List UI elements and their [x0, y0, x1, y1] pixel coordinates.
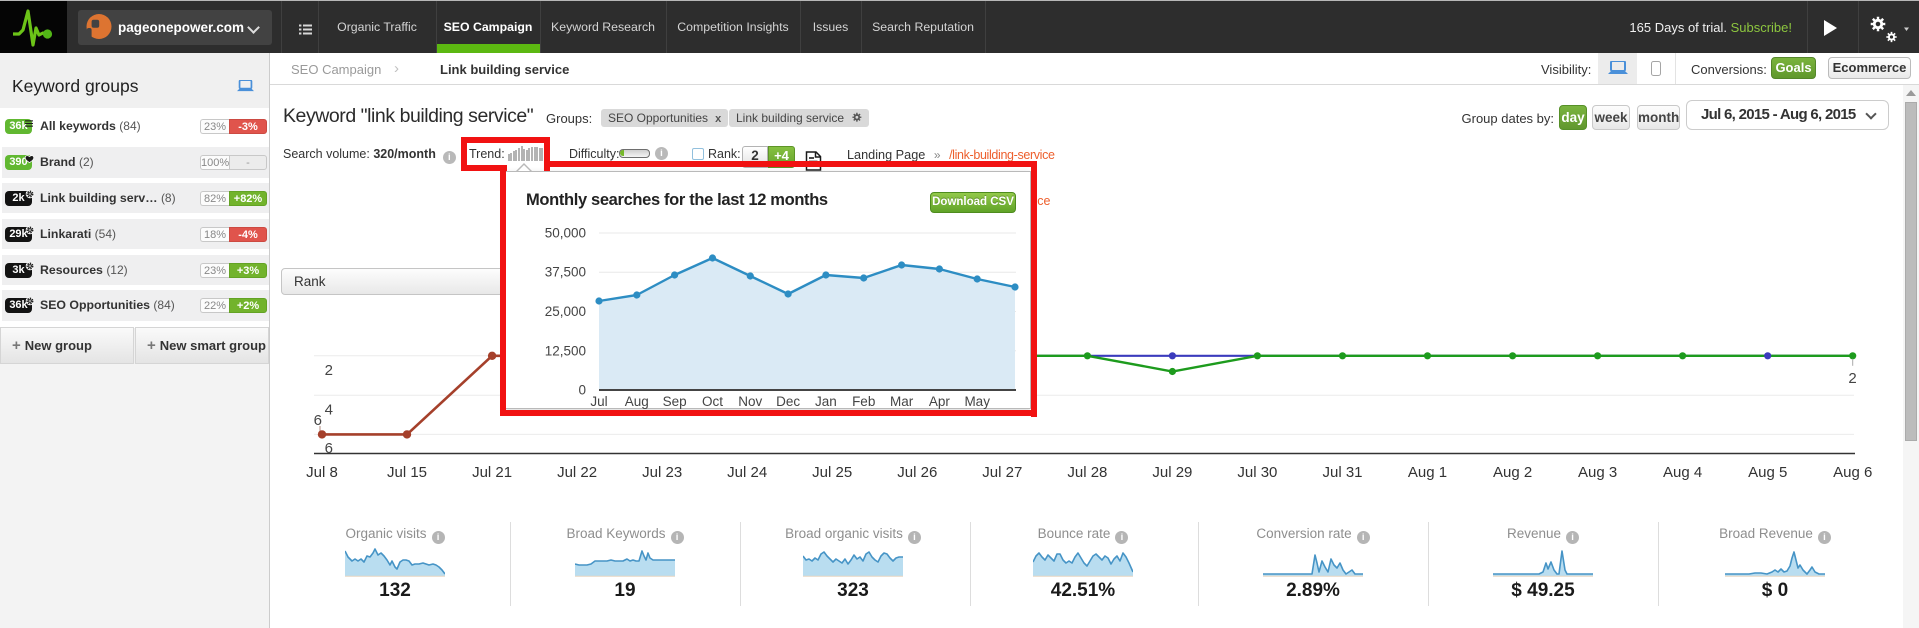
svg-text:37,500: 37,500 — [545, 265, 586, 280]
svg-text:Sep: Sep — [663, 394, 687, 409]
svg-text:Aug 2: Aug 2 — [1493, 464, 1532, 481]
svg-text:Aug 4: Aug 4 — [1663, 464, 1702, 481]
svg-text:Jan: Jan — [815, 394, 837, 409]
svg-text:Jul 22: Jul 22 — [557, 464, 597, 481]
svg-text:50,000: 50,000 — [545, 226, 586, 241]
svg-text:Jul 25: Jul 25 — [812, 464, 852, 481]
svg-text:Jul 8: Jul 8 — [306, 464, 338, 481]
svg-text:Aug: Aug — [625, 394, 649, 409]
svg-text:6: 6 — [325, 440, 333, 457]
svg-text:Oct: Oct — [702, 394, 723, 409]
svg-text:Apr: Apr — [929, 394, 951, 409]
svg-text:6: 6 — [314, 412, 322, 429]
svg-text:25,000: 25,000 — [545, 304, 586, 319]
svg-text:Jul 15: Jul 15 — [387, 464, 427, 481]
svg-text:Dec: Dec — [776, 394, 800, 409]
svg-text:Aug 5: Aug 5 — [1748, 464, 1787, 481]
svg-text:May: May — [964, 394, 990, 409]
svg-text:2: 2 — [325, 362, 333, 379]
svg-text:Feb: Feb — [852, 394, 875, 409]
svg-text:Jul 21: Jul 21 — [472, 464, 512, 481]
svg-text:Jul 24: Jul 24 — [727, 464, 767, 481]
svg-text:4: 4 — [325, 402, 333, 419]
svg-text:Aug 6: Aug 6 — [1833, 464, 1872, 481]
svg-text:Jul 29: Jul 29 — [1152, 464, 1192, 481]
svg-text:Nov: Nov — [738, 394, 762, 409]
svg-text:Jul 27: Jul 27 — [982, 464, 1022, 481]
svg-text:Aug 3: Aug 3 — [1578, 464, 1617, 481]
svg-text:Jul 31: Jul 31 — [1322, 464, 1362, 481]
svg-text:0: 0 — [578, 383, 586, 398]
svg-text:12,500: 12,500 — [545, 343, 586, 358]
svg-text:Jul 26: Jul 26 — [897, 464, 937, 481]
svg-text:Mar: Mar — [890, 394, 914, 409]
svg-text:Aug 1: Aug 1 — [1408, 464, 1447, 481]
svg-text:Jul: Jul — [590, 394, 607, 409]
svg-text:Jul 28: Jul 28 — [1067, 464, 1107, 481]
svg-text:Jul 23: Jul 23 — [642, 464, 682, 481]
svg-text:2: 2 — [1848, 370, 1856, 387]
svg-text:Jul 30: Jul 30 — [1237, 464, 1277, 481]
